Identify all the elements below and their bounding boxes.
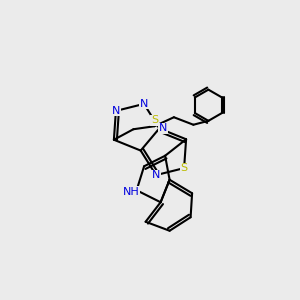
Text: S: S: [181, 163, 188, 173]
Text: S: S: [151, 115, 158, 125]
Text: NH: NH: [123, 187, 140, 197]
Text: N: N: [152, 170, 160, 180]
Text: N: N: [140, 99, 148, 109]
Text: N: N: [112, 106, 120, 116]
Text: N: N: [159, 123, 167, 134]
